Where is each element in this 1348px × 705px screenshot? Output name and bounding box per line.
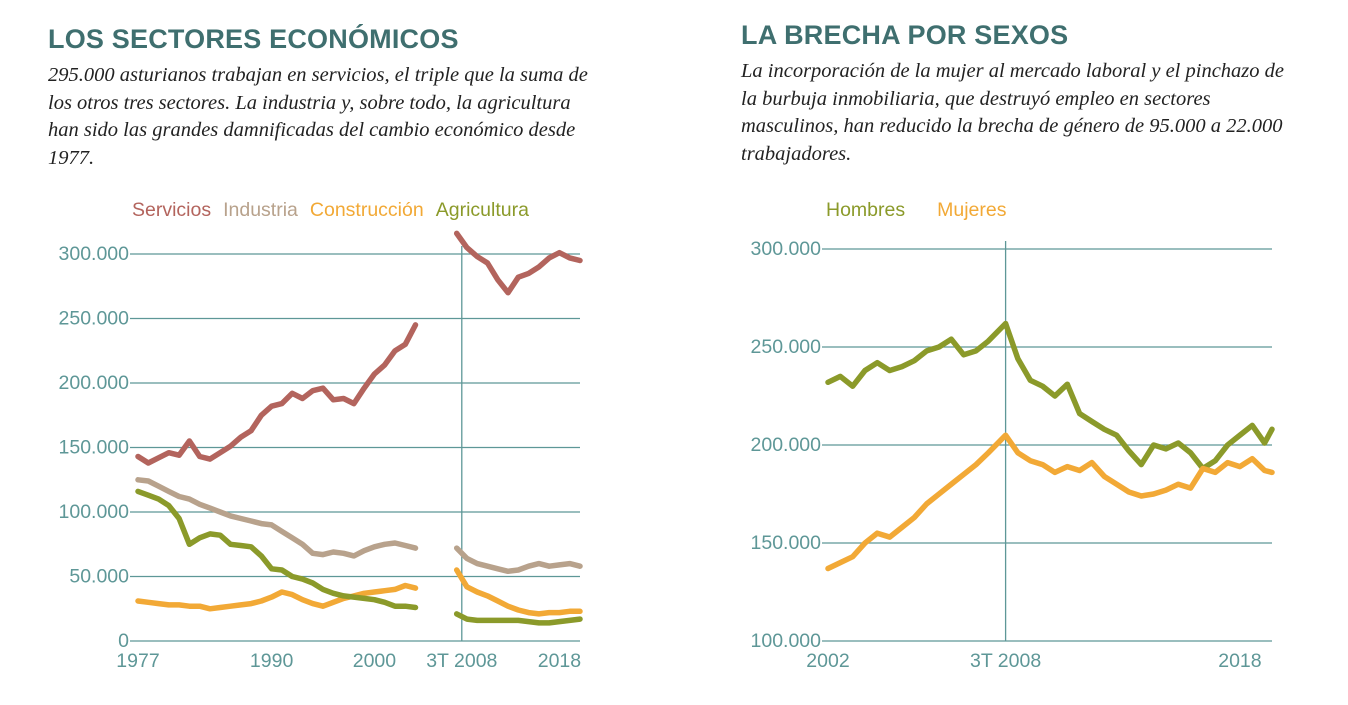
legend-item: Industria [223, 199, 298, 221]
legend-item: Servicios [132, 199, 211, 221]
y-tick-label: 100.000 [751, 630, 822, 652]
y-tick-label: 100.000 [59, 501, 130, 523]
gender-gap-chart: 100.000 150.000 200.000 250.000 300.000 2002 3… [751, 199, 1275, 672]
x-tick-label: 2000 [353, 650, 397, 672]
series-line-industria [135, 477, 419, 559]
series-line-construcción [453, 567, 583, 617]
series-line-agricultura [453, 611, 583, 626]
y-tick-label: 50.000 [69, 566, 129, 588]
y-tick-label: 250.000 [59, 308, 130, 330]
series-line-servicios [135, 322, 419, 466]
x-tick-label: 1977 [116, 650, 159, 672]
x-tick-label: 1990 [250, 650, 294, 672]
series-line-mujeres [825, 432, 1275, 572]
legend-item: Hombres [826, 199, 905, 221]
right-panel-description: La incorporación de la mujer al mercado … [741, 60, 1284, 165]
series-line-construcción [135, 582, 419, 612]
legend-item: Mujeres [937, 199, 1007, 221]
y-tick-label: 300.000 [751, 238, 822, 260]
series-line-agricultura [135, 488, 419, 611]
x-tick-label: 2002 [806, 650, 849, 672]
x-tick-label: 3T 2008 [970, 650, 1041, 672]
legend-item: Agricultura [436, 199, 529, 221]
right-panel-title: LA BRECHA POR SEXOS [741, 20, 1069, 50]
left-panel-title: LOS SECTORES ECONÓMICOS [48, 24, 459, 54]
series-line-industria [453, 545, 583, 575]
series-line-hombres [825, 320, 1275, 472]
sectors-chart: 0 50.000 100.000 150.000 200.000 250.000 300.0… [59, 199, 583, 672]
legend-item: Construcción [310, 199, 424, 221]
y-tick-label: 150.000 [59, 437, 130, 459]
y-tick-label: 300.000 [59, 243, 130, 265]
x-tick-label: 3T 2008 [426, 650, 497, 672]
y-tick-label: 250.000 [751, 336, 822, 358]
y-tick-label: 150.000 [751, 532, 822, 554]
series-line-servicios [453, 230, 583, 296]
y-tick-label: 0 [118, 630, 129, 652]
y-tick-label: 200.000 [59, 372, 130, 394]
y-tick-label: 200.000 [751, 434, 822, 456]
x-tick-label: 2018 [538, 650, 581, 672]
left-panel-description: 295.000 asturianos trabajan en servicios… [48, 64, 588, 169]
x-tick-label: 2018 [1218, 650, 1261, 672]
